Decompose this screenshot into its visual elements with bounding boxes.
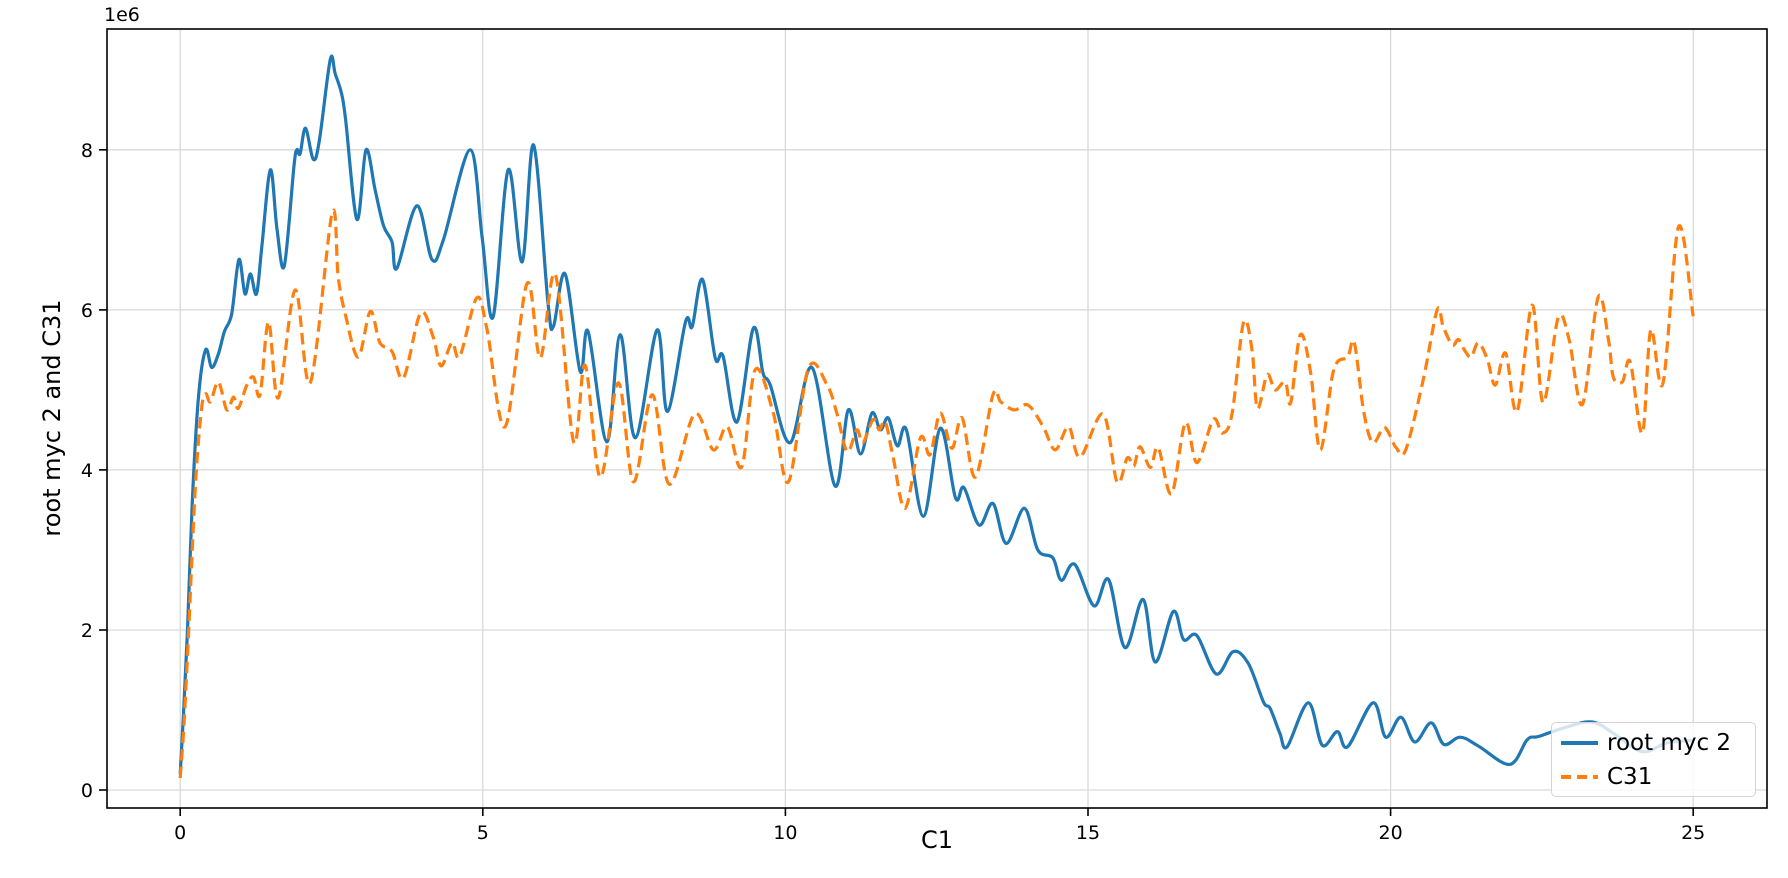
series-line-c31 xyxy=(178,208,1695,779)
y-tick-label: 6 xyxy=(81,300,93,322)
x-tick-label: 20 xyxy=(1379,822,1403,844)
legend: root myc 2 C31 xyxy=(1551,722,1756,797)
x-tick-label: 10 xyxy=(773,822,797,844)
x-tick-label: 0 xyxy=(174,822,186,844)
y-axis-label: root myc 2 and C31 xyxy=(38,299,66,537)
x-tick-label: 15 xyxy=(1076,822,1100,844)
legend-label-c31: C31 xyxy=(1607,763,1653,790)
y-tick-label: 0 xyxy=(81,780,93,802)
legend-line-sample-c31 xyxy=(1561,775,1598,779)
y-tick-label: 4 xyxy=(81,460,93,482)
x-tick-label: 25 xyxy=(1681,822,1705,844)
y-tick-label: 8 xyxy=(81,140,93,162)
plot-border xyxy=(106,28,1768,809)
legend-label-root-myc-2: root myc 2 xyxy=(1607,729,1732,756)
legend-entry-c31: C31 xyxy=(1552,760,1755,794)
y-tick-label: 2 xyxy=(81,620,93,642)
x-tick-label: 5 xyxy=(477,822,489,844)
series-line-root-myc-2 xyxy=(178,54,1694,775)
y-axis-offset-text: 1e6 xyxy=(104,4,140,26)
ticks xyxy=(99,149,1694,816)
legend-line-sample-root-myc-2 xyxy=(1561,741,1598,745)
x-axis-label: C1 xyxy=(920,826,954,854)
grid xyxy=(107,29,1767,808)
legend-entry-root-myc-2: root myc 2 xyxy=(1552,726,1755,760)
